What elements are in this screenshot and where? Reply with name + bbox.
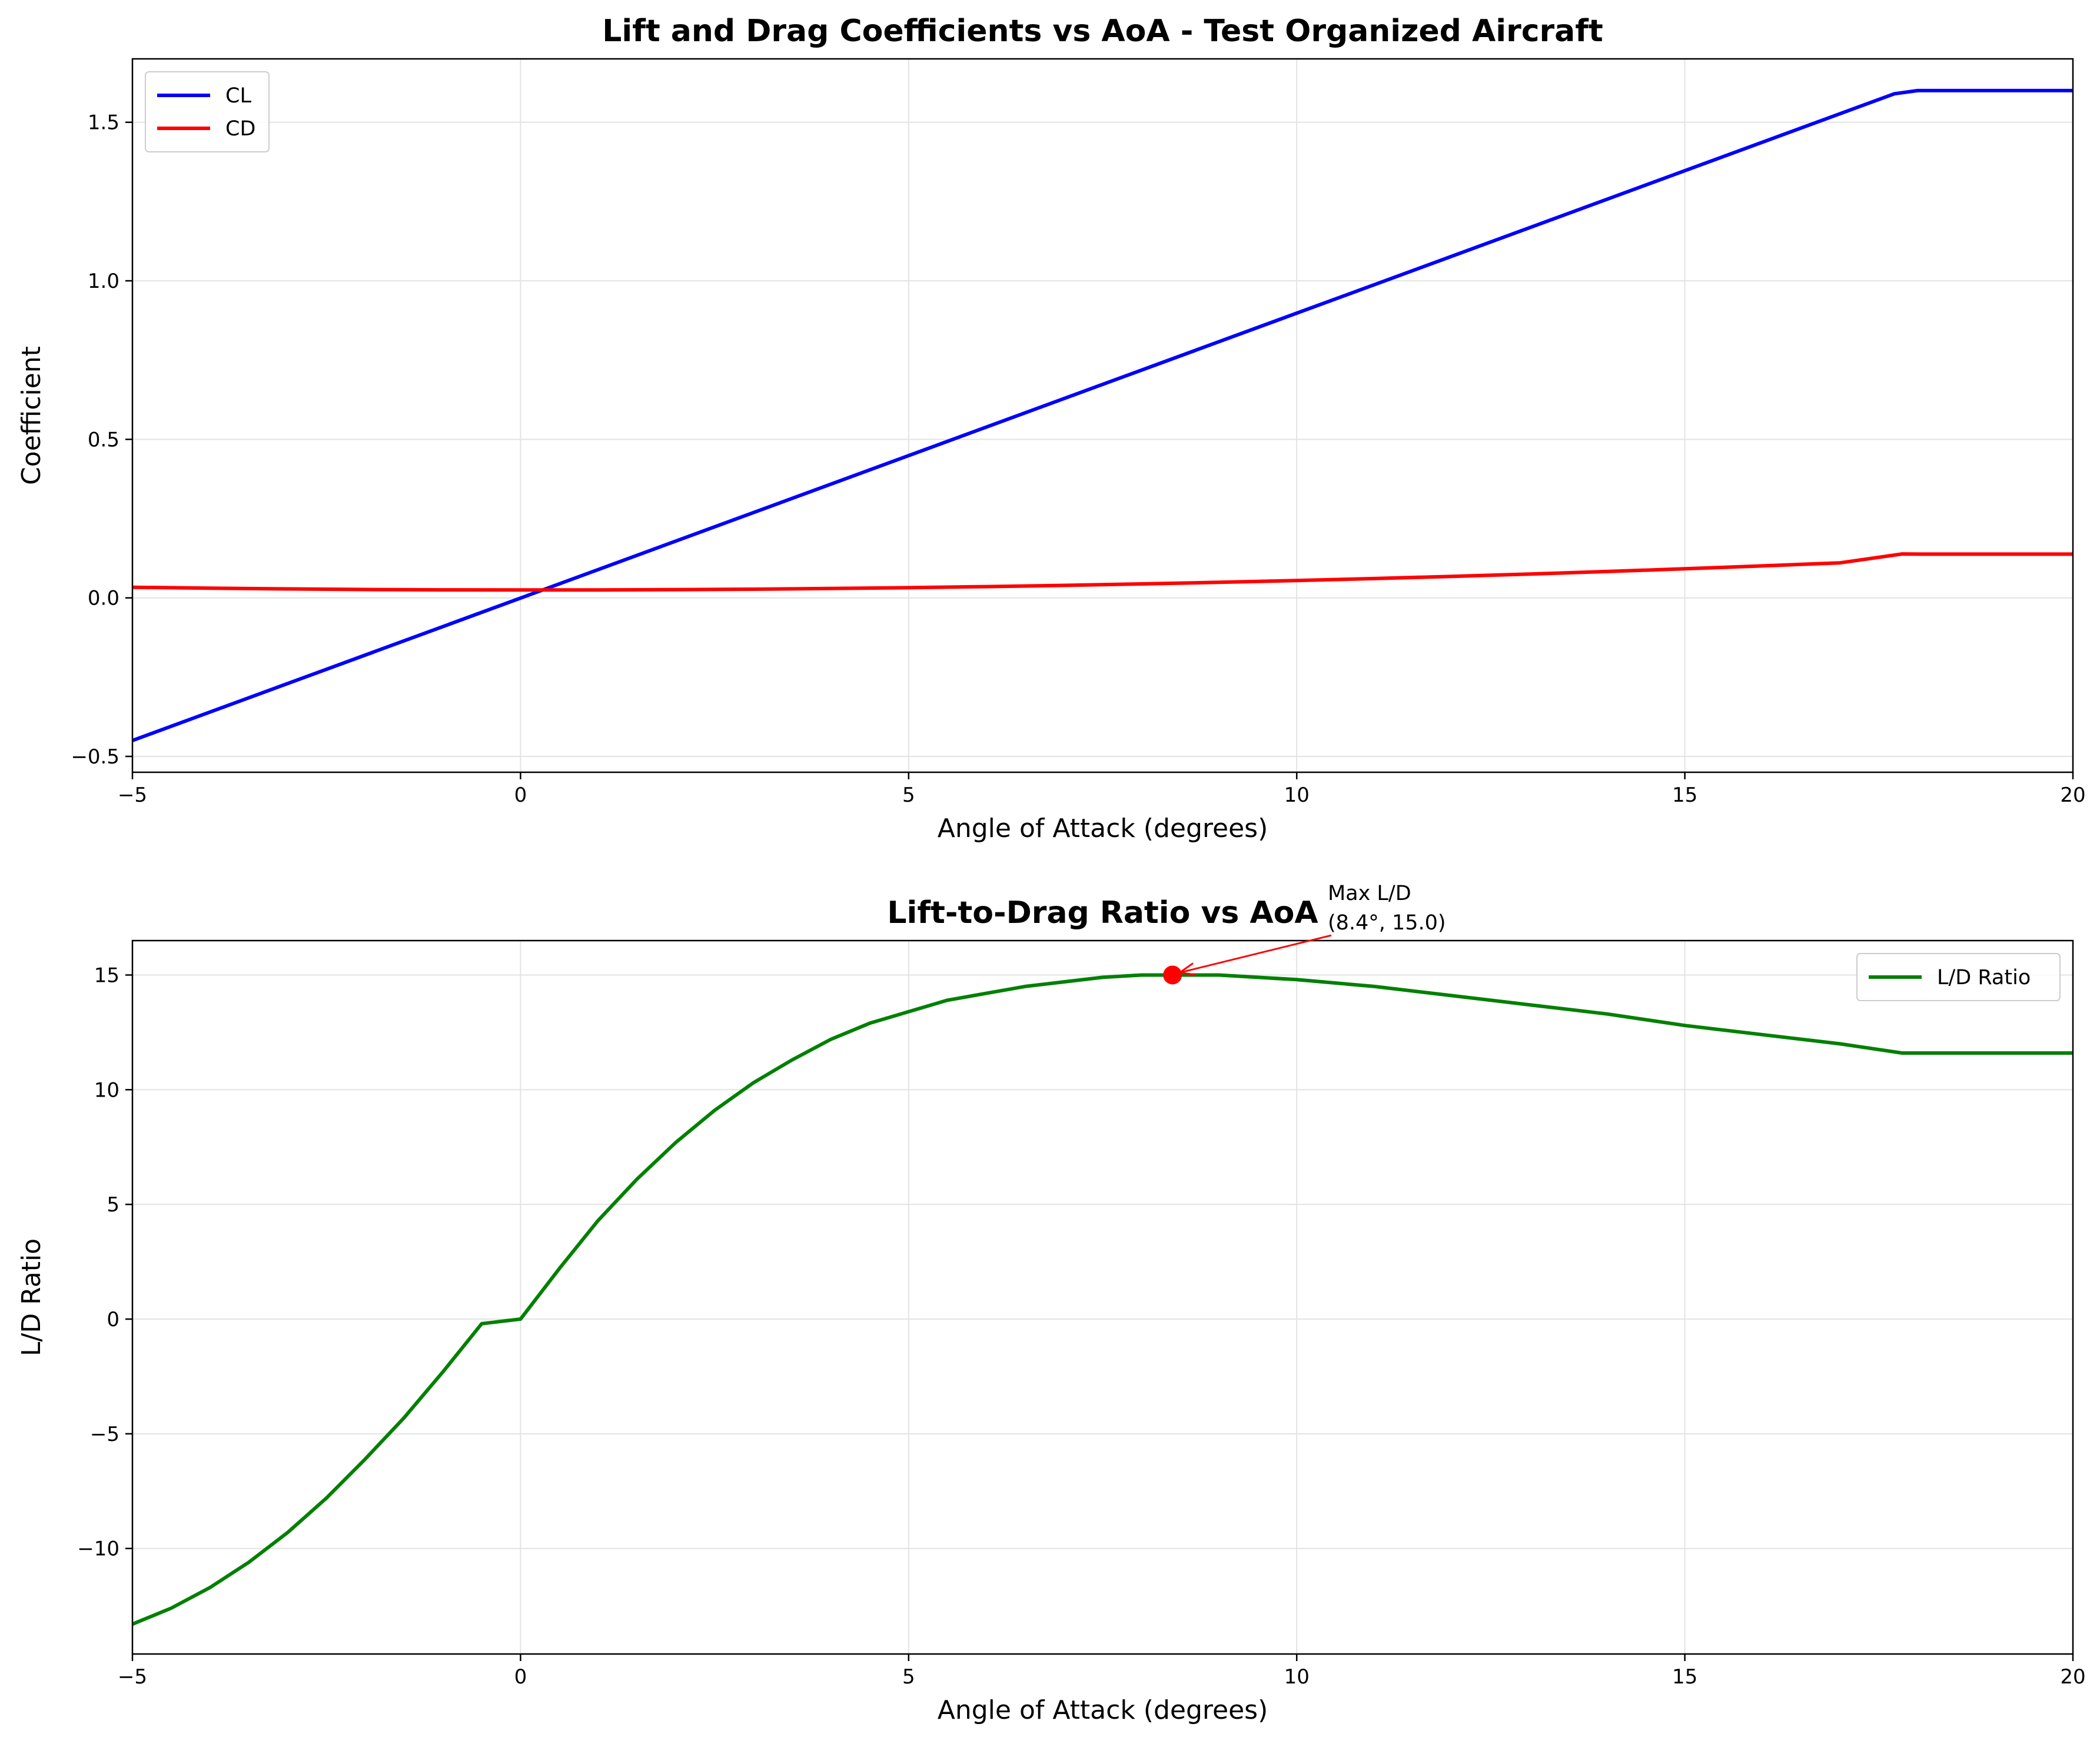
- series-line-l-d-ratio: [132, 973, 2073, 1626]
- x-tick-label: 5: [902, 1665, 915, 1689]
- x-axis-label: Angle of Attack (degrees): [938, 1695, 1268, 1725]
- chart-lift-drag: −5 0 5 10 15 20 −0.5 0.0 0.5 1.0 1.5 Lift and Dra…: [16, 14, 2086, 843]
- chart-title: Lift-to-Drag Ratio vs AoA: [887, 895, 1318, 931]
- chart-lift-to-drag: −5 0 5 10 15 20 −10 −5 0 5 10 15 Lift-to-Drag Rati…: [16, 882, 2086, 1725]
- x-axis-label: Angle of Attack (degrees): [938, 813, 1268, 843]
- x-tick-label: 10: [1284, 783, 1310, 807]
- series-group: [132, 973, 2073, 1626]
- series-group: [132, 88, 2073, 742]
- y-tick-labels: −0.5 0.0 0.5 1.0 1.5: [71, 111, 119, 769]
- x-tick-label: 15: [1672, 1665, 1697, 1689]
- y-tick-label: 10: [94, 1078, 119, 1102]
- x-tick-label: 15: [1672, 783, 1697, 807]
- legend-label-ld: L/D Ratio: [1937, 966, 2031, 989]
- legend-label-cd: CD: [225, 117, 255, 141]
- x-tick-label: 20: [2060, 1665, 2085, 1689]
- x-tick-labels: −5 0 5 10 15 20: [118, 783, 2086, 807]
- x-tick-label: 5: [902, 783, 915, 807]
- plot-frame: [131, 58, 2074, 773]
- x-tick-labels: −5 0 5 10 15 20: [118, 1665, 2086, 1689]
- legend: CL CD: [145, 71, 270, 152]
- legend: L/D Ratio: [1856, 953, 2061, 1001]
- legend-box: [1856, 953, 2061, 1001]
- x-tick-label: −5: [118, 783, 147, 807]
- x-tick-label: 10: [1284, 1665, 1310, 1689]
- annotation-label: Max L/D: [1328, 882, 1411, 905]
- y-tick-label: 15: [94, 964, 119, 987]
- x-tick-label: 0: [514, 783, 527, 807]
- x-tick-label: −5: [118, 1665, 147, 1689]
- y-tick-label: 0.0: [88, 587, 119, 610]
- y-tick-label: 1.0: [88, 270, 119, 293]
- max-ld-annotation: Max L/D (8.4°, 15.0): [1163, 882, 1446, 985]
- grid-lines: [132, 941, 2074, 1654]
- annotation-value: (8.4°, 15.0): [1328, 911, 1446, 935]
- y-tick-label: −10: [77, 1537, 119, 1561]
- y-tick-labels: −10 −5 0 5 10 15: [77, 964, 119, 1560]
- y-tick-label: 1.5: [88, 111, 119, 135]
- plot-frame: [131, 939, 2074, 1655]
- legend-label-cl: CL: [225, 84, 251, 108]
- y-tick-label: −5: [90, 1423, 119, 1446]
- x-tick-label: 0: [514, 1665, 527, 1689]
- series-line-cd: [132, 552, 2073, 592]
- y-tick-label: 0: [107, 1308, 119, 1331]
- max-ld-marker: [1163, 965, 1182, 985]
- legend-box: [145, 71, 270, 152]
- y-tick-label: 0.5: [88, 428, 119, 451]
- tick-marks: [125, 121, 2074, 779]
- y-axis-label: L/D Ratio: [16, 1238, 46, 1356]
- y-tick-label: −0.5: [71, 745, 119, 769]
- y-axis-label: Coefficient: [16, 346, 46, 485]
- annotation-arrow: [1179, 934, 1332, 974]
- tick-marks: [125, 974, 2074, 1661]
- series-line-cl: [132, 88, 2073, 742]
- y-tick-label: 5: [107, 1193, 119, 1217]
- chart-title: Lift and Drag Coefficients vs AoA - Test…: [602, 14, 1603, 49]
- x-tick-label: 20: [2060, 783, 2085, 807]
